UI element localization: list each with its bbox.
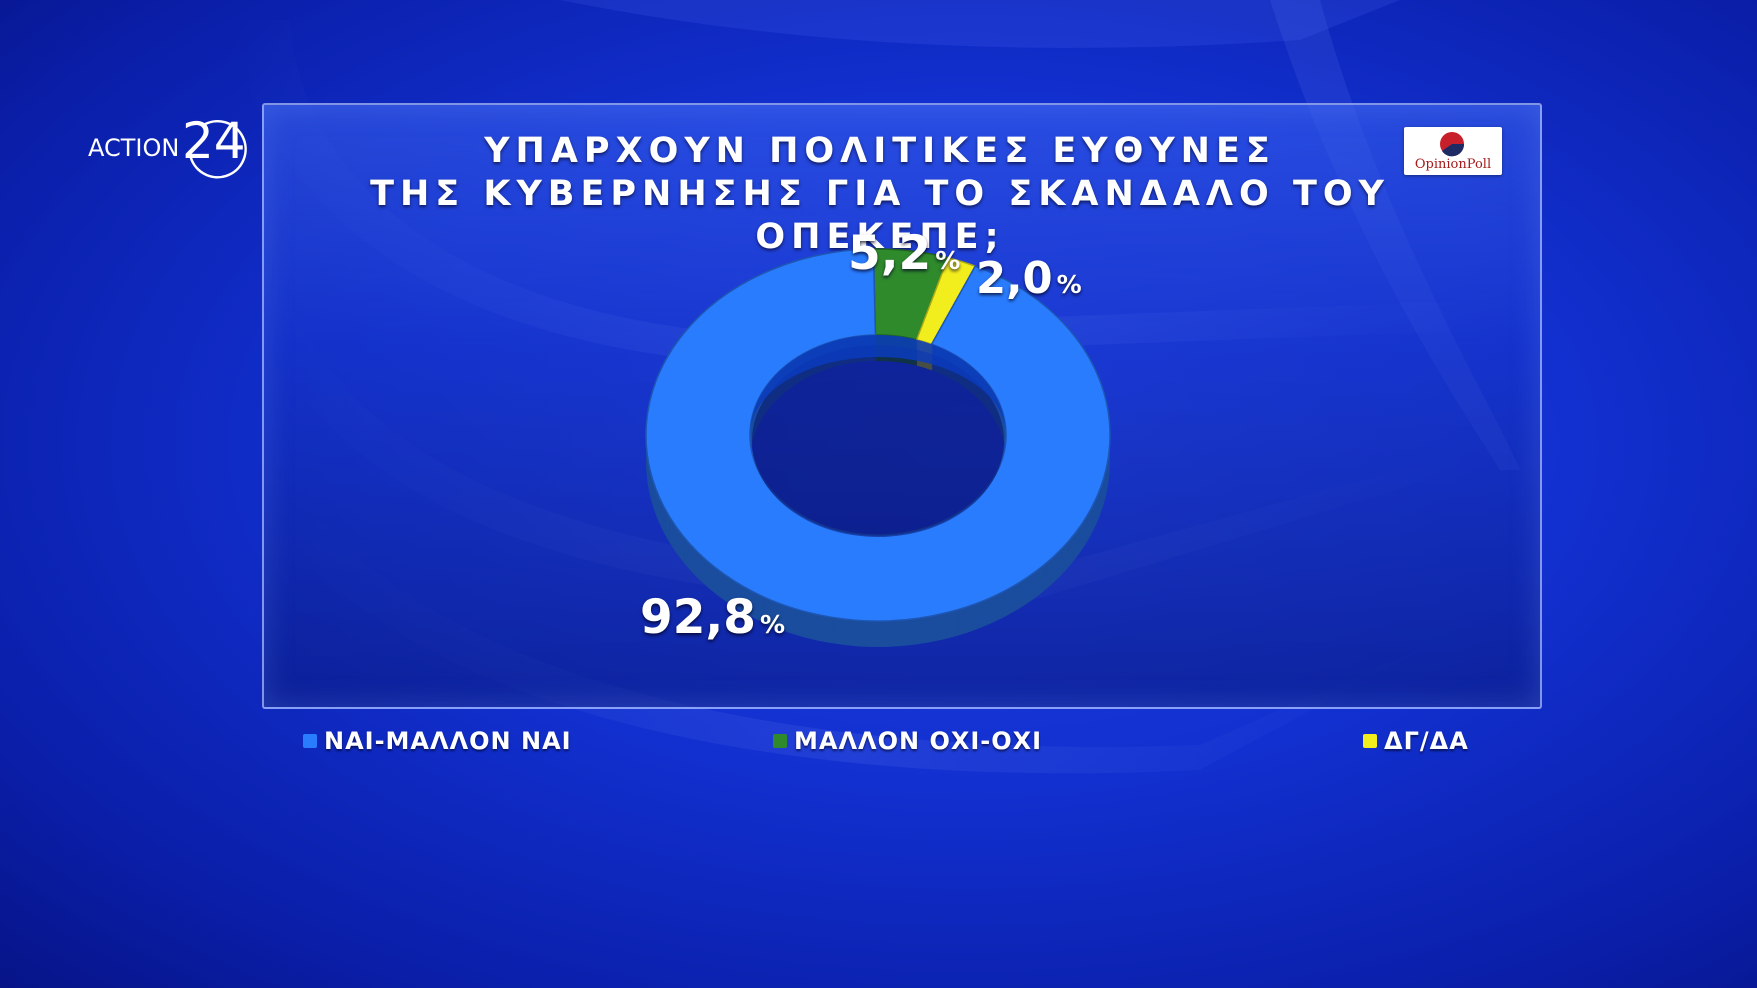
legend-item-1: ΜΑΛΛΟΝ ΟΧΙ-ΟΧΙ bbox=[773, 726, 1042, 756]
channel-logo-word: ACTION bbox=[88, 134, 180, 162]
legend-item-2: ΔΓ/ΔΑ bbox=[1363, 726, 1469, 756]
channel-logo: ACTION 24 bbox=[88, 112, 248, 182]
legend-swatch bbox=[1363, 734, 1377, 748]
legend-swatch bbox=[303, 734, 317, 748]
data-label-unit: % bbox=[1056, 270, 1082, 299]
chart-title-line-2: ΤΗΣ ΚΥΒΕΡΝΗΣΗΣ ΓΙΑ ΤΟ ΣΚΑΝΔΑΛΟ ΤΟΥ ΟΠΕΚΕ… bbox=[370, 174, 1390, 257]
data-label-value: 5,2 bbox=[848, 226, 932, 281]
legend-item-0: ΝΑΙ-ΜΑΛΛΟΝ ΝΑΙ bbox=[303, 726, 572, 756]
donut-hole-wall bbox=[750, 335, 1006, 435]
opinion-poll-mark-icon bbox=[1440, 132, 1465, 157]
legend-label: ΜΑΛΛΟΝ ΟΧΙ-ΟΧΙ bbox=[794, 727, 1043, 755]
channel-logo-ring bbox=[188, 120, 247, 179]
chart-title-line-1: ΥΠΑΡΧΟΥΝ ΠΟΛΙΤΙΚΕΣ ΕΥΘΥΝΕΣ bbox=[484, 131, 1276, 171]
data-label-2: 2,0% bbox=[976, 254, 1082, 304]
donut-hole bbox=[752, 345, 1004, 537]
data-label-0: 92,8% bbox=[640, 590, 785, 645]
legend-label: ΔΓ/ΔΑ bbox=[1384, 727, 1469, 755]
legend-label: ΝΑΙ-ΜΑΛΛΟΝ ΝΑΙ bbox=[324, 727, 572, 755]
data-label-value: 92,8 bbox=[640, 590, 756, 645]
legend-swatch bbox=[773, 734, 787, 748]
chart-title: ΥΠΑΡΧΟΥΝ ΠΟΛΙΤΙΚΕΣ ΕΥΘΥΝΕΣ ΤΗΣ ΚΥΒΕΡΝΗΣΗ… bbox=[300, 130, 1460, 259]
data-label-1: 5,2% bbox=[848, 226, 960, 281]
opinion-poll-logo: OpinionPoll bbox=[1404, 127, 1502, 175]
data-label-unit: % bbox=[759, 610, 786, 639]
data-label-value: 2,0 bbox=[976, 254, 1053, 304]
channel-logo-number: 24 bbox=[182, 112, 246, 170]
data-label-unit: % bbox=[935, 246, 961, 275]
opinion-poll-text: OpinionPoll bbox=[1414, 157, 1492, 172]
